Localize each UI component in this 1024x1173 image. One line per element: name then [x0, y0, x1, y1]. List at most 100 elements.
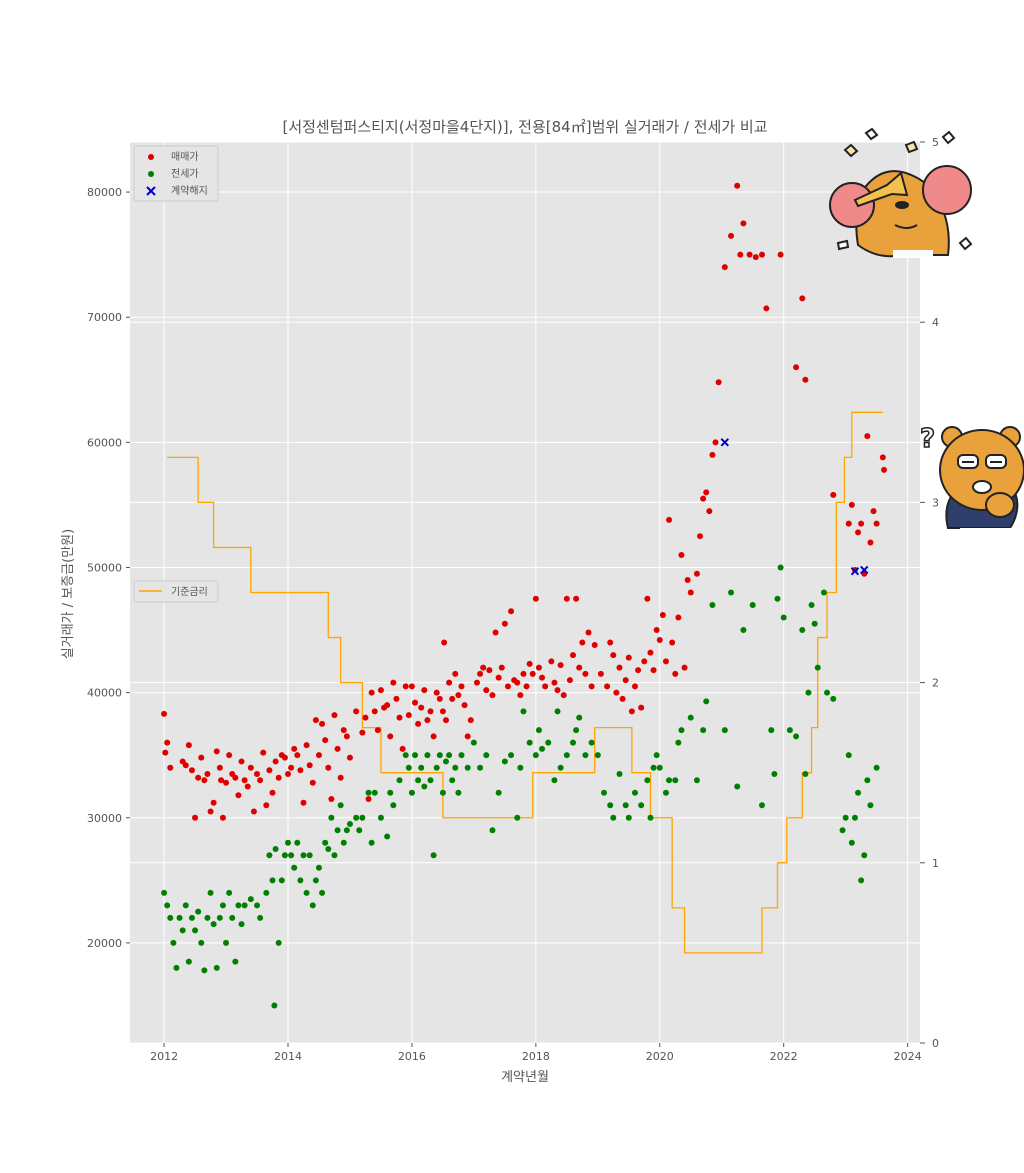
sale-point	[554, 687, 561, 694]
rent-point	[340, 839, 347, 846]
rent-point	[802, 770, 809, 777]
kakao-ryan-cheering-sticker	[829, 127, 973, 258]
rent-point	[192, 927, 199, 934]
sale-point	[384, 702, 391, 709]
rent-point	[176, 914, 183, 921]
rent-point	[678, 727, 685, 734]
sale-point	[573, 595, 580, 602]
sale-point	[452, 670, 459, 677]
sale-point	[164, 739, 171, 746]
rent-point	[424, 752, 431, 759]
y2-tick-label: 0	[932, 1037, 939, 1050]
rent-point	[573, 727, 580, 734]
rent-point	[644, 777, 651, 784]
legend-rent-marker	[148, 171, 154, 177]
sale-point	[700, 495, 707, 502]
rent-point	[402, 752, 409, 759]
rent-point	[811, 620, 818, 627]
sale-point	[706, 508, 713, 515]
sale-point	[830, 491, 837, 498]
rent-point	[343, 827, 350, 834]
sale-point	[535, 664, 542, 671]
rent-point	[622, 802, 629, 809]
sale-point	[687, 589, 694, 596]
sale-point	[523, 683, 530, 690]
rent-point	[449, 777, 456, 784]
rent-point	[297, 877, 304, 884]
sale-point	[374, 727, 381, 734]
sale-point	[662, 658, 669, 665]
sale-point	[421, 687, 428, 694]
rent-point	[396, 777, 403, 784]
rent-point	[483, 752, 490, 759]
sale-point	[343, 733, 350, 740]
rent-point	[501, 758, 508, 765]
sale-point	[480, 664, 487, 671]
rent-point	[266, 852, 273, 859]
rent-point	[161, 889, 168, 896]
rent-point	[638, 802, 645, 809]
rent-point	[824, 689, 831, 696]
sale-point	[198, 754, 205, 761]
rent-point	[545, 739, 552, 746]
rent-point	[285, 839, 291, 846]
rent-point	[582, 752, 589, 759]
rent-point	[594, 752, 601, 759]
sale-point	[560, 692, 567, 699]
rent-point	[842, 814, 849, 821]
rent-point	[554, 708, 561, 715]
rent-point	[421, 783, 428, 790]
rent-point	[288, 852, 295, 859]
rent-point	[477, 764, 484, 771]
sale-point	[315, 752, 322, 759]
sale-point	[204, 770, 211, 777]
x-axis: 2012 2014 2016 2018 2020 2022 2024	[150, 1043, 922, 1063]
rent-point	[675, 739, 682, 746]
sale-point	[266, 767, 273, 774]
sale-point	[557, 662, 564, 669]
rent-point	[325, 846, 332, 853]
rent-point	[814, 664, 821, 671]
sale-point	[213, 748, 220, 755]
sale-point	[650, 667, 657, 674]
sale-point	[709, 451, 716, 458]
rent-point	[520, 708, 527, 715]
y-tick-label: 70000	[87, 311, 122, 324]
rent-point	[254, 902, 261, 909]
sale-point	[458, 683, 465, 690]
right-axis: 0 1 2 3 4 5	[920, 136, 939, 1050]
rent-point	[647, 814, 654, 821]
sale-point	[684, 576, 691, 583]
sale-point	[257, 777, 264, 784]
sale-point	[734, 182, 741, 189]
sale-point	[520, 670, 527, 677]
sale-point	[371, 708, 378, 715]
cancel-marker	[860, 565, 869, 575]
sale-point	[162, 749, 169, 756]
sale-point	[715, 379, 722, 386]
rent-point	[238, 921, 245, 928]
sale-point	[879, 454, 886, 461]
sale-point	[669, 639, 676, 646]
sale-point	[582, 670, 589, 677]
sale-point	[319, 720, 326, 727]
rent-point	[799, 627, 806, 634]
sale-point	[752, 254, 759, 261]
rent-point	[337, 802, 344, 809]
y2-tick-label: 2	[932, 677, 939, 690]
x-tick-label: 2022	[770, 1050, 798, 1063]
rent-point	[213, 964, 220, 971]
x-tick-label: 2020	[646, 1050, 674, 1063]
rent-point	[365, 789, 372, 796]
sale-point	[498, 664, 505, 671]
sale-point	[529, 670, 536, 677]
rate-line-layer	[167, 411, 883, 954]
rent-point	[867, 802, 874, 809]
y-tick-label: 80000	[87, 186, 122, 199]
points-layer	[161, 182, 888, 1009]
rent-point	[703, 698, 710, 705]
sale-point	[548, 658, 555, 665]
sale-point	[188, 767, 195, 774]
rent-point	[232, 958, 239, 965]
sale-point	[368, 689, 375, 696]
